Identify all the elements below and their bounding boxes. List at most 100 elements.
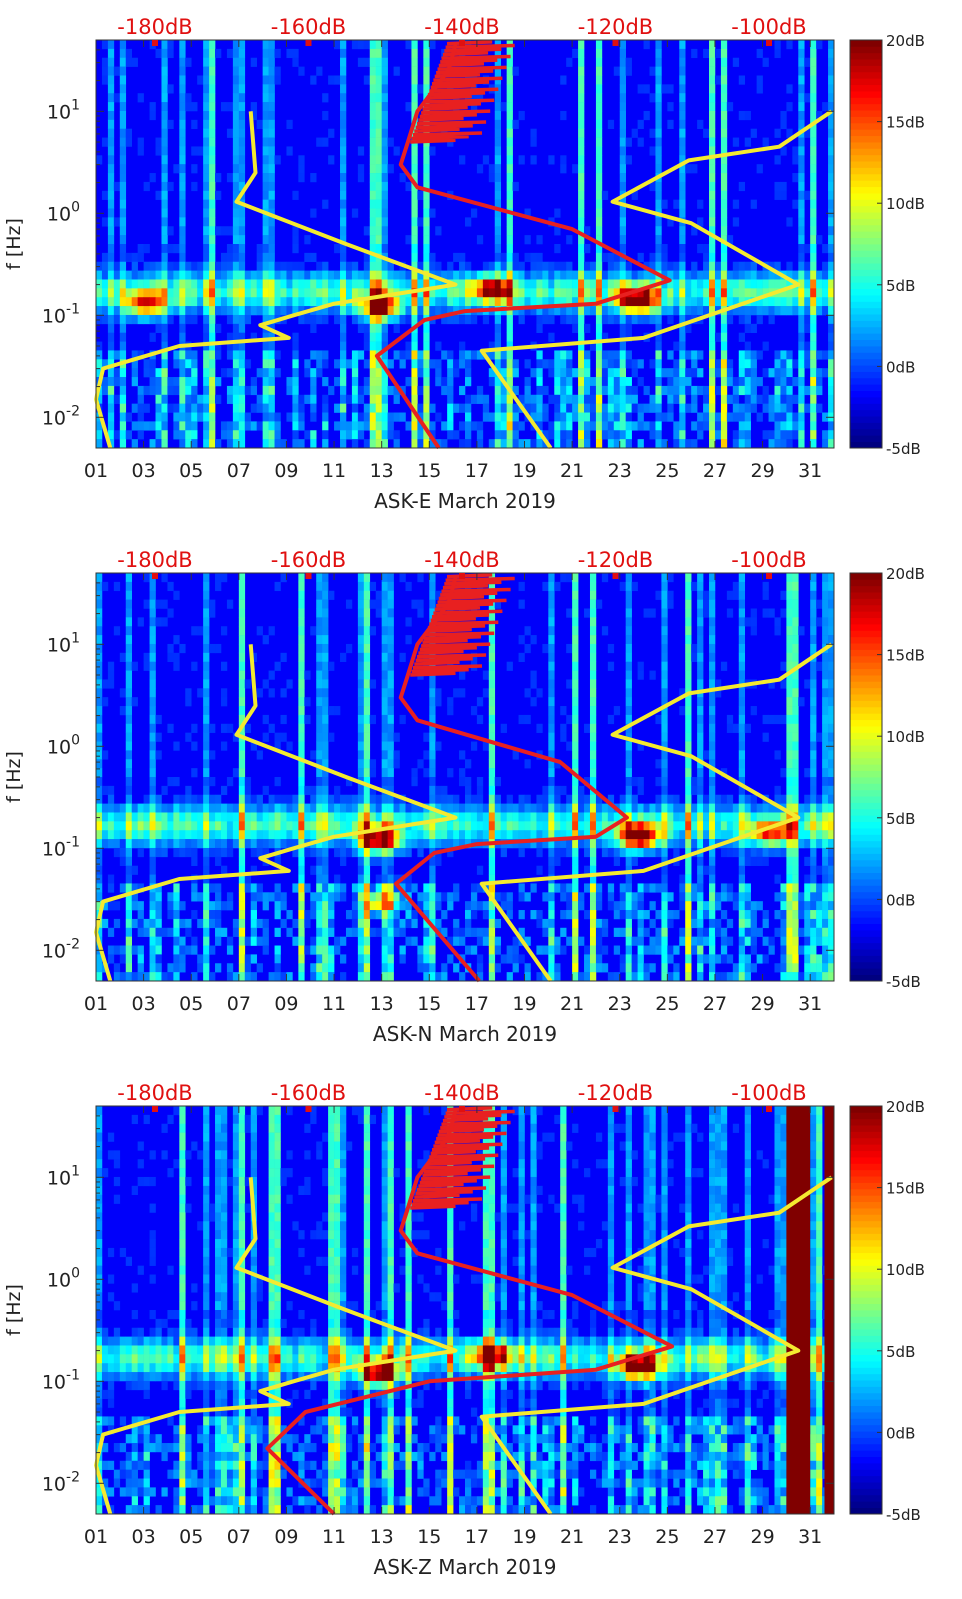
y-tick-label: 10-2	[42, 936, 80, 962]
y-tick-label: 101	[47, 97, 80, 123]
x-tick-label: 19	[512, 993, 536, 1015]
x-tick-label: 05	[179, 1526, 203, 1548]
x-axis-label: ASK-Z March 2019	[374, 1555, 557, 1579]
x-tick-label: 19	[512, 460, 536, 482]
x-tick-label: 15	[417, 993, 441, 1015]
colorbar-tick-label: 0dB	[886, 358, 915, 376]
x-axis-label: ASK-E March 2019	[374, 489, 556, 513]
colorbar-tick-label: 20dB	[886, 565, 925, 583]
x-tick-label: 25	[655, 460, 679, 482]
x-tick-label: 19	[512, 1526, 536, 1548]
top-db-tick-mark	[612, 573, 619, 579]
colorbar-tick-label: 20dB	[886, 32, 925, 50]
top-db-tick-label: -180dB	[117, 548, 192, 572]
top-db-tick-mark	[459, 573, 465, 579]
x-tick-label: 07	[227, 1526, 251, 1548]
spectrogram-chart: 01 03 05 07 09 11 13 15 17 19 21 23 25 27 29 31 ASK-E Ma…	[3, 15, 925, 513]
top-db-tick-mark	[152, 573, 158, 579]
x-tick-label: 07	[227, 993, 251, 1015]
spectrogram-panel-ask-z: 01 03 05 07 09 11 13 15 17 19 21 23 25 27 29 31 ASK-Z Ma…	[0, 1066, 962, 1599]
top-db-tick-label: -180dB	[117, 1081, 192, 1105]
x-tick-label: 21	[560, 460, 584, 482]
red-noise-curve	[374, 44, 672, 450]
top-db-tick-mark	[766, 1106, 772, 1112]
x-tick-label: 29	[750, 1526, 774, 1548]
colorbar: 20dB 15dB 10dB 5dB 0dB -5dB	[849, 1098, 925, 1524]
x-axis-label: ASK-N March 2019	[373, 1022, 557, 1046]
colorbar-tick-label: 5dB	[886, 1343, 915, 1361]
y-tick-label: 101	[47, 1163, 80, 1189]
yellow-model-curve	[479, 109, 833, 450]
x-tick-label: 23	[608, 1526, 632, 1548]
x-tick-label: 05	[179, 993, 203, 1015]
x-tick-label: 31	[798, 460, 822, 482]
colorbar-tick-label: 0dB	[886, 1424, 915, 1442]
yellow-model-curve	[479, 642, 833, 983]
x-tick-label: 27	[703, 460, 727, 482]
x-tick-label: 11	[322, 460, 346, 482]
x-tick-label: 09	[274, 993, 298, 1015]
top-db-tick-label: -160dB	[271, 15, 346, 39]
y-tick-label: 100	[47, 199, 80, 225]
red-noise-curve	[265, 1110, 675, 1516]
x-tick-label: 01	[84, 993, 108, 1015]
top-db-tick-label: -120dB	[578, 15, 653, 39]
y-tick-label: 10-2	[42, 403, 80, 429]
x-tick-label: 31	[798, 1526, 822, 1548]
x-tick-label: 29	[750, 993, 774, 1015]
spectrogram-chart: 01 03 05 07 09 11 13 15 17 19 21 23 25 27 29 31 ASK-Z Ma…	[3, 1081, 925, 1579]
top-db-tick-label: -160dB	[271, 548, 346, 572]
x-tick-label: 21	[560, 993, 584, 1015]
x-tick-label: 25	[655, 993, 679, 1015]
x-tick-label: 27	[703, 1526, 727, 1548]
x-tick-label: 13	[370, 1526, 394, 1548]
y-tick-label: 100	[47, 732, 80, 758]
x-tick-label: 09	[274, 460, 298, 482]
top-db-tick-mark	[612, 1106, 619, 1112]
spectrogram-chart: 01 03 05 07 09 11 13 15 17 19 21 23 25 27 29 31 ASK-N Ma…	[3, 548, 925, 1046]
colorbar-tick-label: 15dB	[886, 114, 925, 132]
top-db-tick-label: -160dB	[271, 1081, 346, 1105]
y-tick-label: 10-1	[42, 301, 80, 327]
x-tick-label: 01	[84, 460, 108, 482]
red-noise-curve-tail	[410, 40, 515, 144]
top-db-tick-mark	[305, 40, 312, 46]
colorbar: 20dB 15dB 10dB 5dB 0dB -5dB	[849, 32, 925, 458]
top-db-tick-mark	[152, 40, 158, 46]
colorbar-tick-label: -5dB	[886, 973, 921, 991]
top-db-tick-label: -100dB	[731, 1081, 806, 1105]
top-db-tick-mark	[305, 573, 312, 579]
x-tick-label: 17	[465, 460, 489, 482]
colorbar: 20dB 15dB 10dB 5dB 0dB -5dB	[849, 565, 925, 991]
top-db-tick-mark	[305, 1106, 312, 1112]
x-tick-label: 29	[750, 460, 774, 482]
x-tick-label: 17	[465, 1526, 489, 1548]
red-noise-curve	[394, 577, 629, 983]
x-tick-label: 11	[322, 993, 346, 1015]
colorbar-tick-label: 0dB	[886, 891, 915, 909]
x-tick-label: 25	[655, 1526, 679, 1548]
top-db-tick-label: -120dB	[578, 548, 653, 572]
colorbar-tick-label: 10dB	[886, 1261, 925, 1279]
spectrogram-panel-ask-n: 01 03 05 07 09 11 13 15 17 19 21 23 25 27 29 31 ASK-N Ma…	[0, 533, 962, 1066]
yellow-model-curve	[479, 1175, 833, 1516]
colorbar-tick-label: 15dB	[886, 647, 925, 665]
y-axis-label: f [Hz]	[3, 751, 25, 803]
colorbar-tick-label: 5dB	[886, 810, 915, 828]
red-noise-curve-tail	[410, 573, 515, 677]
x-tick-label: 11	[322, 1526, 346, 1548]
colorbar-tick-label: 15dB	[886, 1180, 925, 1198]
x-tick-label: 09	[274, 1526, 298, 1548]
top-db-tick-mark	[612, 40, 619, 46]
x-tick-label: 05	[179, 460, 203, 482]
y-tick-label: 101	[47, 630, 80, 656]
colorbar-tick-label: -5dB	[886, 1506, 921, 1524]
colorbar-tick-label: 5dB	[886, 277, 915, 295]
x-tick-label: 13	[370, 993, 394, 1015]
x-tick-label: 13	[370, 460, 394, 482]
yellow-model-curve	[94, 111, 458, 449]
x-tick-label: 01	[84, 1526, 108, 1548]
top-db-tick-label: -100dB	[731, 15, 806, 39]
top-db-tick-label: -140dB	[424, 15, 499, 39]
top-db-tick-label: -180dB	[117, 15, 192, 39]
